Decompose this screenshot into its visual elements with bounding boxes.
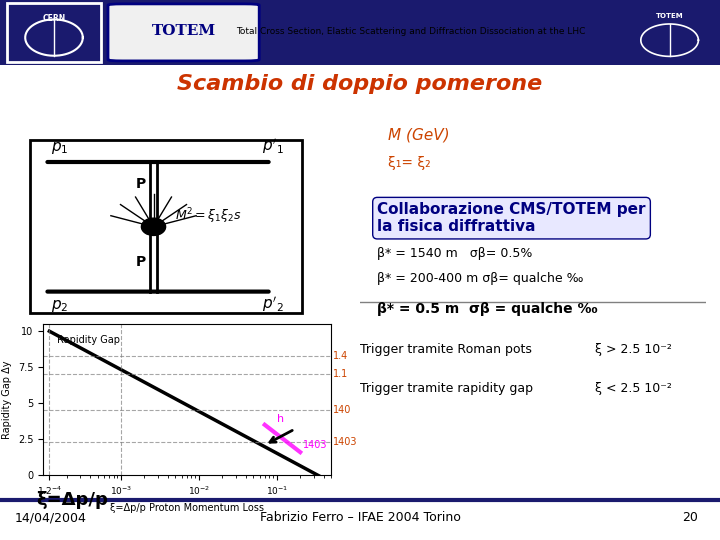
Text: $p_1$: $p_1$ bbox=[50, 140, 68, 156]
Text: β* = 0.5 m  σβ = qualche ‰: β* = 0.5 m σβ = qualche ‰ bbox=[377, 302, 598, 316]
Text: 140: 140 bbox=[333, 406, 351, 415]
Text: $M^2=\xi_1\xi_2 s$: $M^2=\xi_1\xi_2 s$ bbox=[175, 206, 242, 226]
Circle shape bbox=[141, 218, 166, 235]
Text: $p_2$: $p_2$ bbox=[50, 298, 68, 314]
Text: h: h bbox=[276, 414, 284, 424]
Text: 20: 20 bbox=[683, 511, 698, 524]
Text: Total Cross Section, Elastic Scattering and Diffraction Dissociation at the LHC: Total Cross Section, Elastic Scattering … bbox=[235, 26, 585, 36]
Text: Trigger tramite Roman pots: Trigger tramite Roman pots bbox=[360, 343, 532, 356]
Text: $p'_1$: $p'_1$ bbox=[262, 137, 284, 156]
Text: 1403: 1403 bbox=[333, 437, 357, 447]
Text: 1403: 1403 bbox=[303, 440, 328, 450]
Text: β* = 200-400 m σβ= qualche ‰: β* = 200-400 m σβ= qualche ‰ bbox=[377, 272, 584, 285]
Text: ξ < 2.5 10⁻²: ξ < 2.5 10⁻² bbox=[595, 382, 672, 395]
Text: Fabrizio Ferro – IFAE 2004 Torino: Fabrizio Ferro – IFAE 2004 Torino bbox=[260, 511, 460, 524]
Text: β* = 1540 m   σβ= 0.5%: β* = 1540 m σβ= 0.5% bbox=[377, 247, 533, 260]
X-axis label: ξ=Δp/p Proton Momentum Loss: ξ=Δp/p Proton Momentum Loss bbox=[110, 503, 264, 513]
Text: 1.4: 1.4 bbox=[333, 350, 348, 361]
FancyBboxPatch shape bbox=[108, 4, 259, 61]
Y-axis label: Rapidity Gap Δy: Rapidity Gap Δy bbox=[2, 360, 12, 439]
Text: 1.1: 1.1 bbox=[333, 369, 348, 380]
Text: Rapidity Gap: Rapidity Gap bbox=[57, 335, 120, 345]
Text: Trigger tramite rapidity gap: Trigger tramite rapidity gap bbox=[360, 382, 533, 395]
Text: $p'_2$: $p'_2$ bbox=[262, 294, 284, 314]
Bar bbox=[30, 140, 302, 313]
Text: P: P bbox=[135, 177, 145, 191]
Text: 14/04/2004: 14/04/2004 bbox=[14, 511, 86, 524]
Text: ξ₁= ξ₂: ξ₁= ξ₂ bbox=[387, 156, 431, 170]
Text: CERN: CERN bbox=[42, 14, 66, 23]
Text: TOTEM: TOTEM bbox=[151, 24, 216, 38]
Text: P: P bbox=[135, 255, 145, 269]
Text: Collaborazione CMS/TOTEM per
la fisica diffrattiva: Collaborazione CMS/TOTEM per la fisica d… bbox=[377, 202, 646, 234]
Bar bbox=[7, 3, 101, 62]
Text: TOTEM: TOTEM bbox=[656, 13, 683, 19]
Text: ξ > 2.5 10⁻²: ξ > 2.5 10⁻² bbox=[595, 343, 672, 356]
Text: ξ=Δp/p: ξ=Δp/p bbox=[36, 491, 108, 509]
FancyBboxPatch shape bbox=[619, 3, 720, 62]
Text: M (GeV): M (GeV) bbox=[387, 128, 449, 143]
Text: Scambio di doppio pomerone: Scambio di doppio pomerone bbox=[177, 73, 543, 94]
